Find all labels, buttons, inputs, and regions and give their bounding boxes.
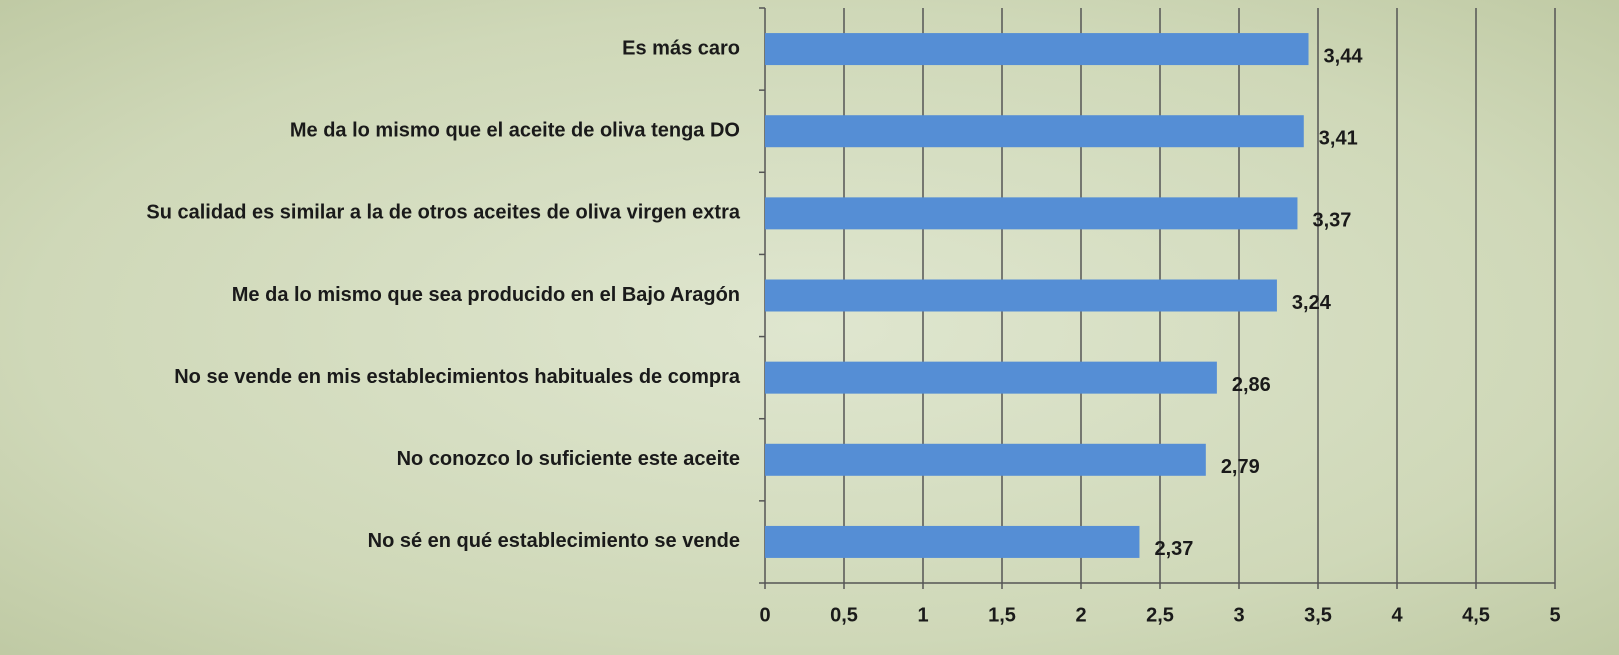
- value-label: 3,44: [1324, 45, 1364, 67]
- value-label: 2,86: [1232, 374, 1271, 396]
- bar: [765, 362, 1217, 394]
- bar: [765, 280, 1277, 312]
- chart: 0 0,5 1 1,5 2 2,5 3 3,5 4 4,5 5 Es más caro 3,44 Me d…: [0, 0, 1619, 655]
- bar: [765, 526, 1139, 558]
- y-tick-label: No conozco lo suficiente este aceite: [397, 448, 740, 470]
- x-tick-label: 0: [759, 604, 770, 626]
- bar: [765, 33, 1309, 65]
- value-label: 3,37: [1312, 210, 1351, 232]
- x-tick-label: 4: [1391, 604, 1403, 626]
- x-tick-label: 5: [1549, 604, 1560, 626]
- value-label: 3,41: [1319, 127, 1358, 149]
- x-tick-label: 3: [1233, 604, 1244, 626]
- x-tick-label: 0,5: [830, 604, 858, 626]
- bar: [765, 115, 1304, 147]
- x-tick-label: 1: [917, 604, 928, 626]
- value-label: 3,24: [1292, 292, 1332, 314]
- y-tick-label: Su calidad es similar a la de otros acei…: [146, 202, 740, 224]
- x-tick-label: 2,5: [1146, 604, 1174, 626]
- x-tick-label: 4,5: [1462, 604, 1490, 626]
- bar: [765, 444, 1206, 476]
- value-label: 2,79: [1221, 456, 1260, 478]
- y-tick-label: Me da lo mismo que el aceite de oliva te…: [290, 119, 740, 141]
- y-tick-label: No se vende en mis establecimientos habi…: [174, 366, 741, 388]
- value-label: 2,37: [1154, 538, 1193, 560]
- bar: [765, 197, 1297, 229]
- y-tick-label: No sé en qué establecimiento se vende: [368, 530, 740, 552]
- y-tick-label: Es más caro: [622, 37, 740, 59]
- x-tick-label: 1,5: [988, 604, 1016, 626]
- x-tick-label: 2: [1075, 604, 1086, 626]
- y-tick-label: Me da lo mismo que sea producido en el B…: [232, 284, 740, 306]
- x-tick-label: 3,5: [1304, 604, 1332, 626]
